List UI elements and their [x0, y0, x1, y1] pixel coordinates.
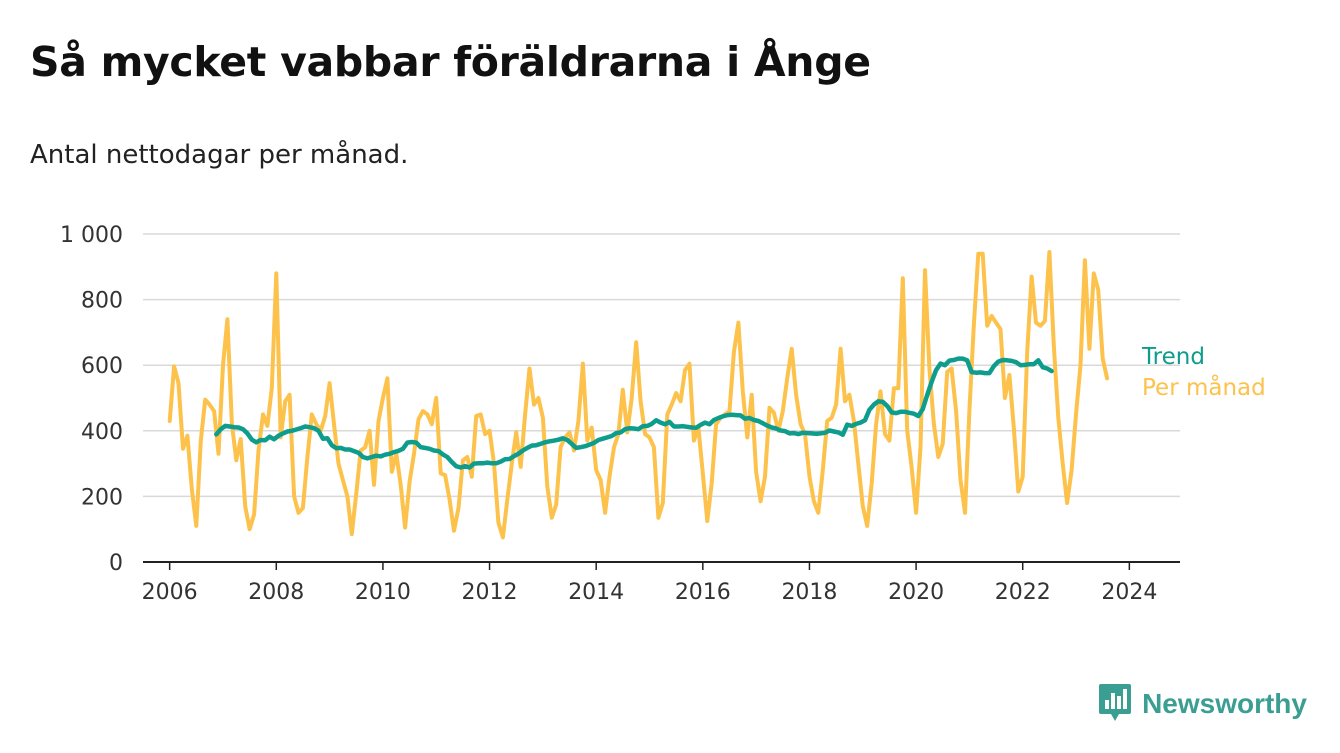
series-line-trend	[214, 356, 1054, 470]
series-line-monthly	[167, 250, 1110, 540]
x-tick-label: 2022	[995, 580, 1051, 605]
x-tick-label: 2016	[675, 580, 731, 605]
x-tick-label: 2014	[568, 580, 624, 605]
chart-title: Så mycket vabbar föräldrarna i Ånge	[30, 38, 871, 86]
y-tick-label: 200	[81, 485, 123, 510]
bar-chart-speech-bubble-icon	[1098, 682, 1132, 726]
x-tick-label: 2010	[355, 580, 411, 605]
chart-subtitle: Antal nettodagar per månad.	[30, 140, 409, 170]
y-tick-label: 800	[81, 289, 123, 314]
y-tick-label: 600	[81, 354, 123, 379]
y-tick-label: 400	[81, 420, 123, 445]
x-tick-label: 2008	[248, 580, 304, 605]
series-label-trend: Trend	[1141, 344, 1205, 370]
x-tick-label: 2006	[142, 580, 198, 605]
x-tick-label: 2024	[1101, 580, 1157, 605]
series-labels: Trend Per månad	[1141, 344, 1266, 401]
x-tick-label: 2012	[462, 580, 518, 605]
axes: 0 200 400 600 800 1 000 2006 2008 2010 2012 2014 20…	[60, 223, 1180, 605]
series-lines	[167, 250, 1110, 540]
series-label-monthly: Per månad	[1142, 373, 1266, 401]
y-tick-label: 0	[109, 551, 123, 576]
y-tick-label: 1 000	[60, 223, 123, 248]
x-tick-label: 2018	[781, 580, 837, 605]
newsworthy-logo: Newsworthy	[1098, 682, 1307, 726]
x-tick-label: 2020	[888, 580, 944, 605]
brand-name: Newsworthy	[1142, 688, 1307, 719]
